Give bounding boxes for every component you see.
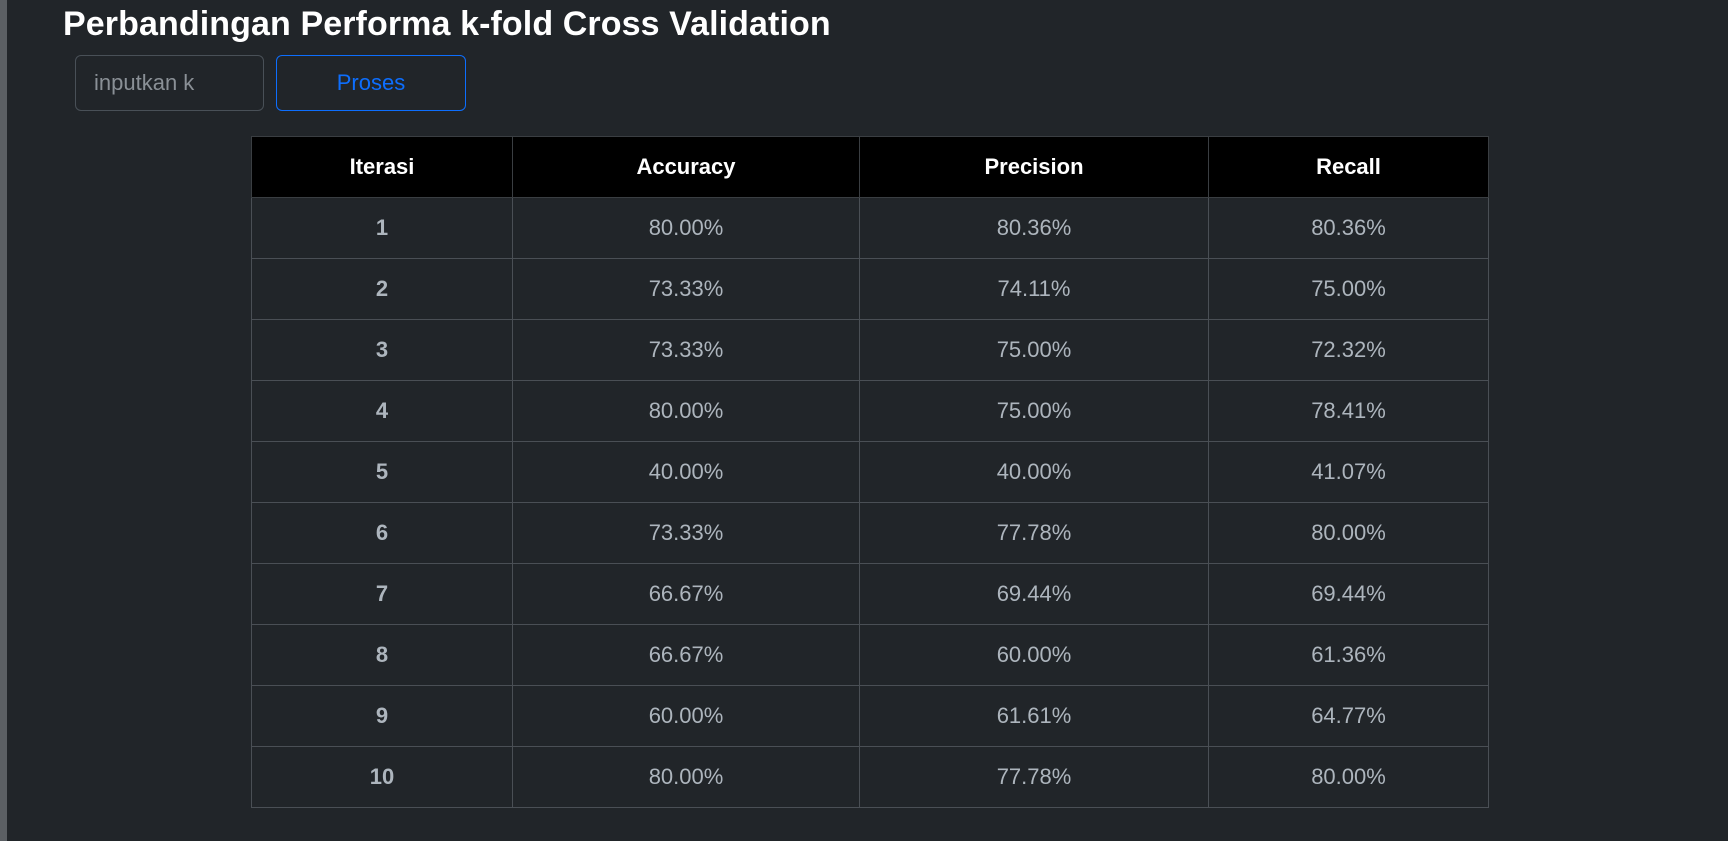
table-row: 6 73.33% 77.78% 80.00% [251,502,1489,564]
accuracy-cell: 66.67% [512,624,860,686]
table-header-row: Iterasi Accuracy Precision Recall [251,136,1489,198]
accuracy-cell: 80.00% [512,746,860,808]
accuracy-cell: 66.67% [512,563,860,625]
accuracy-cell: 80.00% [512,197,860,259]
table-row: 1 80.00% 80.36% 80.36% [251,197,1489,259]
precision-cell: 75.00% [859,380,1209,442]
accuracy-cell: 73.33% [512,502,860,564]
precision-cell: 74.11% [859,258,1209,320]
column-header-recall: Recall [1208,136,1489,198]
table-row: 4 80.00% 75.00% 78.41% [251,380,1489,442]
accuracy-cell: 73.33% [512,258,860,320]
process-button[interactable]: Proses [276,55,466,111]
iterasi-cell: 9 [251,685,513,747]
results-table: Iterasi Accuracy Precision Recall 1 80.0… [251,136,1489,808]
recall-cell: 75.00% [1208,258,1489,320]
table-row: 9 60.00% 61.61% 64.77% [251,685,1489,747]
recall-cell: 61.36% [1208,624,1489,686]
recall-cell: 72.32% [1208,319,1489,381]
accuracy-cell: 60.00% [512,685,860,747]
precision-cell: 80.36% [859,197,1209,259]
recall-cell: 64.77% [1208,685,1489,747]
table-row: 7 66.67% 69.44% 69.44% [251,563,1489,625]
precision-cell: 60.00% [859,624,1209,686]
table-row: 2 73.33% 74.11% 75.00% [251,258,1489,320]
precision-cell: 77.78% [859,502,1209,564]
iterasi-cell: 4 [251,380,513,442]
column-header-precision: Precision [859,136,1209,198]
recall-cell: 78.41% [1208,380,1489,442]
page-title: Perbandingan Performa k-fold Cross Valid… [63,5,831,43]
precision-cell: 61.61% [859,685,1209,747]
accuracy-cell: 80.00% [512,380,860,442]
recall-cell: 80.36% [1208,197,1489,259]
iterasi-cell: 10 [251,746,513,808]
column-header-accuracy: Accuracy [512,136,860,198]
column-header-iterasi: Iterasi [251,136,513,198]
table-row: 8 66.67% 60.00% 61.36% [251,624,1489,686]
precision-cell: 40.00% [859,441,1209,503]
iterasi-cell: 3 [251,319,513,381]
table-row: 10 80.00% 77.78% 80.00% [251,746,1489,808]
iterasi-cell: 2 [251,258,513,320]
iterasi-cell: 8 [251,624,513,686]
iterasi-cell: 5 [251,441,513,503]
iterasi-cell: 7 [251,563,513,625]
recall-cell: 80.00% [1208,502,1489,564]
accuracy-cell: 73.33% [512,319,860,381]
accuracy-cell: 40.00% [512,441,860,503]
table-row: 5 40.00% 40.00% 41.07% [251,441,1489,503]
recall-cell: 69.44% [1208,563,1489,625]
k-input[interactable] [75,55,264,111]
recall-cell: 41.07% [1208,441,1489,503]
precision-cell: 69.44% [859,563,1209,625]
precision-cell: 75.00% [859,319,1209,381]
recall-cell: 80.00% [1208,746,1489,808]
iterasi-cell: 1 [251,197,513,259]
precision-cell: 77.78% [859,746,1209,808]
table-row: 3 73.33% 75.00% 72.32% [251,319,1489,381]
iterasi-cell: 6 [251,502,513,564]
